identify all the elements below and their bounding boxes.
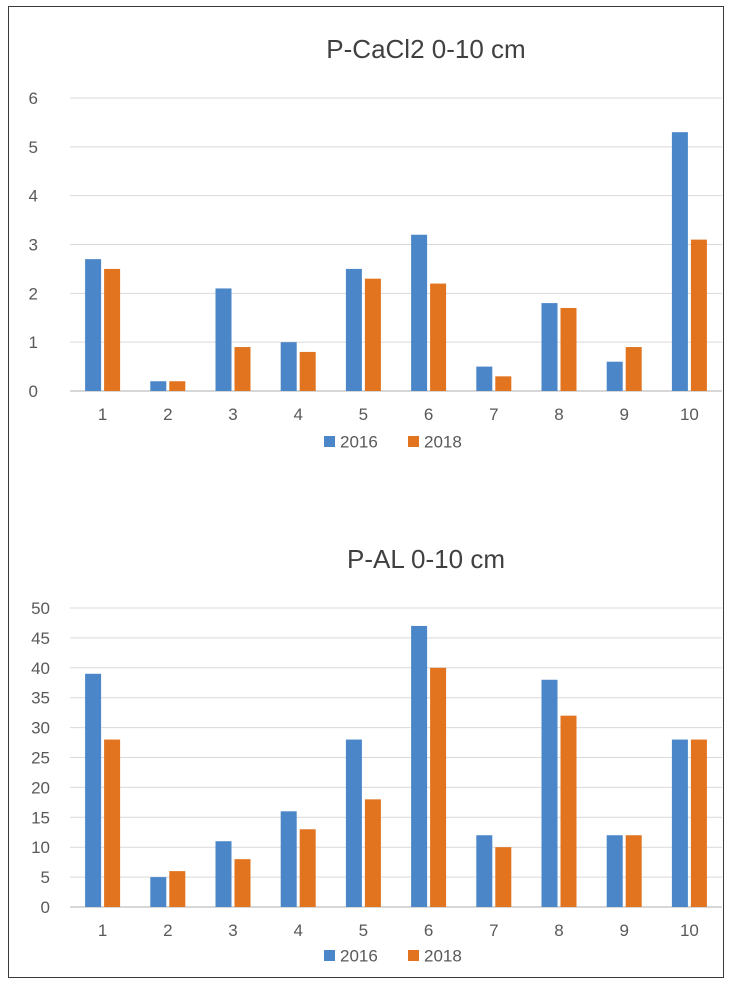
x-tick-label: 1 [98,921,107,940]
y-tick-label: 6 [29,89,38,108]
bar-2018-6 [430,283,447,391]
y-tick-label: 4 [29,187,38,206]
bar-2016-4 [280,811,297,907]
bar-2016-5 [345,739,362,907]
bar-2018-9 [625,347,642,391]
bar-2016-3 [215,288,232,391]
bar-2018-3 [234,347,251,391]
x-tick-label: 4 [293,405,302,424]
y-tick-label: 25 [31,749,50,768]
y-tick-label: 45 [31,629,50,648]
x-tick-label: 7 [489,405,498,424]
bar-2018-7 [495,376,512,391]
y-tick-label: 40 [31,659,50,678]
bar-2018-3 [234,859,251,907]
y-tick-label: 30 [31,719,50,738]
chart-title: P-AL 0-10 cm [347,544,505,574]
x-tick-label: 10 [680,405,699,424]
bar-2018-1 [104,739,121,907]
bar-2016-2 [150,877,167,907]
y-tick-label: 0 [41,898,50,917]
bar-2018-8 [560,307,577,391]
legend-swatch-2018 [408,436,419,447]
bar-2018-2 [169,871,186,907]
x-tick-label: 8 [554,405,563,424]
y-tick-label: 15 [31,808,50,827]
y-tick-label: 0 [29,382,38,401]
bar-2016-4 [280,342,297,391]
bar-2018-9 [625,835,642,907]
bar-2016-7 [476,835,493,907]
bar-2016-6 [411,625,428,907]
bar-2018-4 [299,351,316,391]
x-tick-label: 6 [424,921,433,940]
x-tick-label: 6 [424,405,433,424]
legend-label: 2016 [340,947,378,966]
y-tick-label: 5 [29,138,38,157]
x-tick-label: 1 [98,405,107,424]
x-tick-label: 8 [554,921,563,940]
bar-2018-5 [364,799,381,907]
bar-2016-5 [345,268,362,391]
legend-label: 2016 [340,433,378,452]
x-tick-label: 10 [680,921,699,940]
x-tick-label: 9 [619,921,628,940]
bar-2018-6 [430,667,447,907]
bar-2016-10 [671,132,688,391]
legend-label: 2018 [424,433,462,452]
legend-label: 2018 [424,947,462,966]
y-tick-label: 20 [31,778,50,797]
bar-2018-5 [364,278,381,391]
x-tick-label: 9 [619,405,628,424]
bar-2018-1 [104,268,121,391]
legend-swatch-2018 [408,950,419,961]
x-tick-label: 4 [293,921,302,940]
x-tick-label: 5 [359,921,368,940]
bar-2016-7 [476,366,493,391]
bar-2016-8 [541,679,558,907]
bar-2016-3 [215,841,232,907]
bar-2018-10 [690,739,707,907]
x-tick-label: 2 [163,405,172,424]
x-tick-label: 3 [228,405,237,424]
y-tick-label: 1 [29,333,38,352]
bar-2016-9 [606,361,623,391]
x-tick-label: 7 [489,921,498,940]
y-tick-label: 35 [31,689,50,708]
bar-2016-6 [411,234,428,391]
y-tick-label: 2 [29,284,38,303]
bar-2016-8 [541,303,558,391]
legend-swatch-2016 [324,950,335,961]
x-tick-label: 2 [163,921,172,940]
y-tick-label: 3 [29,236,38,255]
bar-2016-2 [150,381,167,391]
x-tick-label: 5 [359,405,368,424]
legend-swatch-2016 [324,436,335,447]
bar-2018-2 [169,381,186,391]
bar-2016-10 [671,739,688,907]
bar-2018-10 [690,239,707,391]
chart-title: P-CaCl2 0-10 cm [326,34,525,64]
bar-2018-8 [560,715,577,907]
bar-2016-1 [85,673,102,907]
bar-2016-9 [606,835,623,907]
y-tick-label: 10 [31,838,50,857]
y-tick-label: 50 [31,599,50,618]
bar-2016-1 [85,259,102,391]
bar-2018-7 [495,847,512,907]
y-tick-label: 5 [41,868,50,887]
bar-2018-4 [299,829,316,907]
x-tick-label: 3 [228,921,237,940]
